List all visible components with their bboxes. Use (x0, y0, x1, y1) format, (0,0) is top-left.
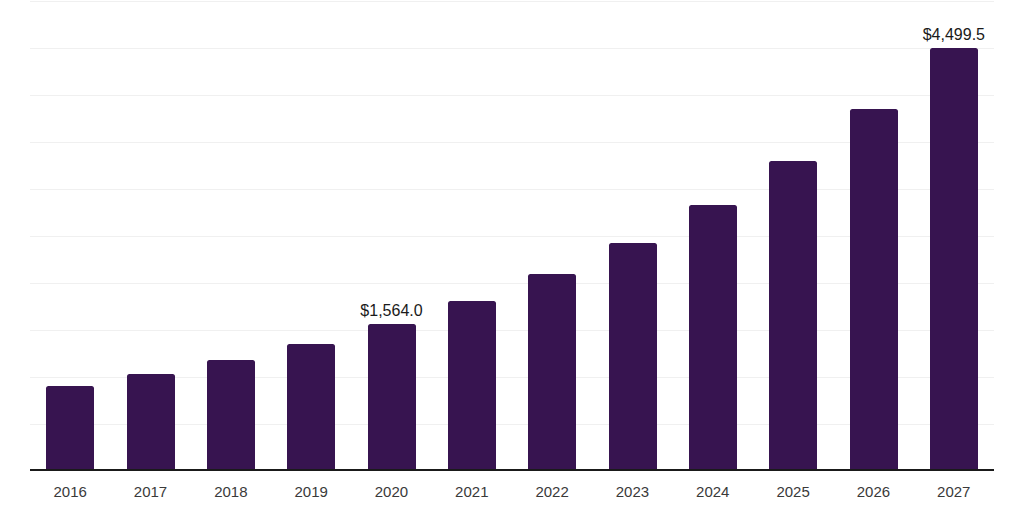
data-label-2027: $4,499.5 (923, 27, 985, 43)
gridline (30, 48, 994, 49)
x-tick-label-2026: 2026 (833, 480, 913, 504)
bar-2025 (769, 161, 817, 471)
bar-2019 (287, 344, 335, 471)
bar-2016 (46, 386, 94, 471)
x-tick-label-2016: 2016 (30, 480, 110, 504)
gridline (30, 1, 994, 2)
x-tick-label-2021: 2021 (432, 480, 512, 504)
plot-area: $1,564.0 $4,499.5 (30, 1, 994, 471)
bar-2024 (689, 205, 737, 471)
x-tick-label-2024: 2024 (673, 480, 753, 504)
x-tick-label-2019: 2019 (271, 480, 351, 504)
bar-2021 (448, 301, 496, 471)
bar-2018 (207, 360, 255, 471)
data-label-2020: $1,564.0 (360, 303, 422, 319)
x-tick-label-2027: 2027 (914, 480, 994, 504)
bar-2017 (127, 374, 175, 471)
x-axis-labels: 2016201720182019202020212022202320242025… (30, 480, 994, 504)
x-tick-label-2018: 2018 (191, 480, 271, 504)
bar-2022 (528, 274, 576, 471)
x-tick-label-2025: 2025 (753, 480, 833, 504)
gridline (30, 95, 994, 96)
bar-2020: $1,564.0 (368, 324, 416, 471)
bar-2023 (609, 243, 657, 471)
x-tick-label-2023: 2023 (592, 480, 672, 504)
x-tick-label-2017: 2017 (110, 480, 190, 504)
bar-chart: $1,564.0$4,499.5 20162017201820192020202… (0, 0, 1024, 512)
bar-2027: $4,499.5 (930, 48, 978, 471)
bar-2026 (850, 109, 898, 471)
x-tick-label-2022: 2022 (512, 480, 592, 504)
x-tick-label-2020: 2020 (351, 480, 431, 504)
x-axis-line (30, 469, 994, 471)
